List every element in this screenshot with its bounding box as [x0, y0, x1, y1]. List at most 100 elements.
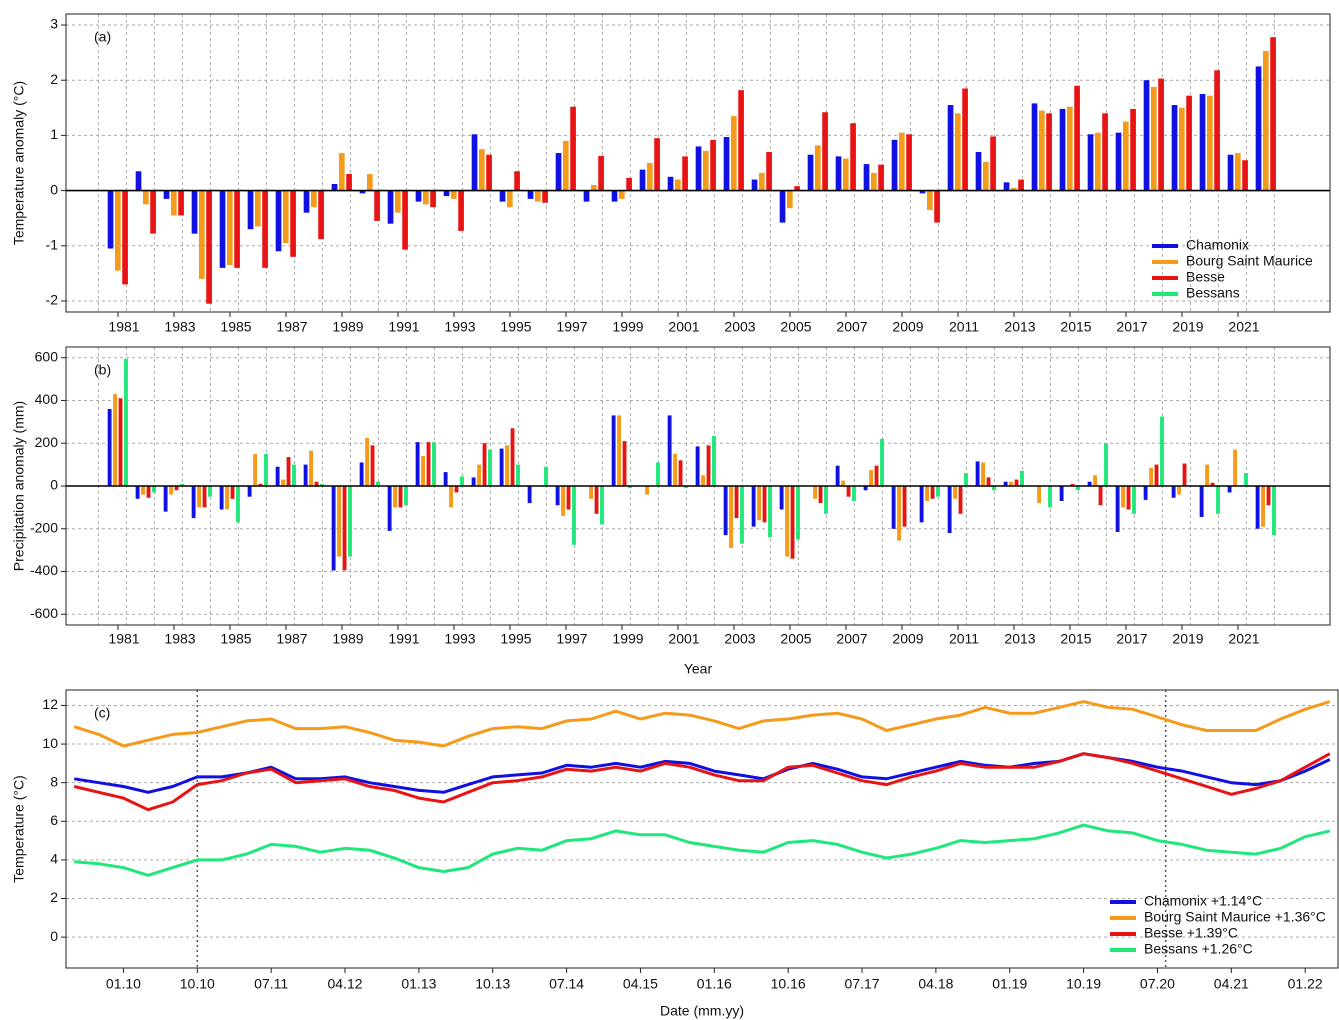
bar [402, 190, 408, 250]
bar [786, 190, 793, 209]
x-tick-label: 2007 [836, 631, 867, 647]
bar [208, 486, 212, 497]
bar [450, 190, 457, 199]
bar [163, 486, 168, 512]
legend-label: Besse +1.39°C [1144, 925, 1238, 941]
bar [618, 190, 625, 199]
x-tick-label: 2001 [668, 319, 699, 335]
bar [1031, 103, 1038, 191]
bar [768, 486, 772, 538]
bar [1210, 482, 1215, 486]
bar [443, 190, 450, 197]
bar [253, 453, 257, 486]
bar [954, 113, 961, 191]
x-tick-label: 2013 [1004, 631, 1035, 647]
bar [934, 190, 940, 223]
bar [303, 190, 310, 213]
bar [902, 486, 907, 527]
bar [107, 409, 112, 486]
x-axis-label: Year [684, 661, 713, 677]
bar [191, 190, 198, 234]
bar [583, 190, 590, 202]
bar [337, 486, 341, 557]
bar [443, 472, 448, 486]
bar [514, 171, 520, 191]
bar [702, 150, 709, 191]
x-tick-label: 2011 [949, 631, 979, 647]
bar [198, 190, 205, 279]
bar [891, 486, 896, 529]
bar [376, 481, 380, 486]
bar [566, 486, 571, 510]
legend-label: Besse [1186, 269, 1225, 285]
bar [394, 190, 401, 213]
x-tick-label: 1981 [108, 631, 139, 647]
y-tick-label: -200 [30, 519, 58, 535]
bar [1150, 86, 1157, 191]
bar [824, 486, 828, 514]
bar [842, 158, 849, 191]
bar [398, 486, 403, 508]
bar [342, 486, 347, 571]
legend-label: Bourg Saint Maurice +1.36°C [1144, 909, 1326, 925]
bar [178, 190, 184, 216]
bar [673, 453, 677, 486]
bar [1087, 481, 1092, 486]
x-tick-label: 10.13 [475, 976, 510, 992]
bar [751, 486, 756, 527]
bar [286, 457, 291, 486]
x-tick-label: 1999 [612, 631, 643, 647]
x-tick-label: 01.13 [401, 976, 436, 992]
x-tick-label: 1995 [500, 631, 531, 647]
bar [206, 190, 212, 304]
y-tick-label: 200 [35, 434, 59, 450]
bar [454, 486, 459, 493]
y-tick-label: 400 [35, 391, 59, 407]
bar [348, 486, 352, 557]
x-tick-label: 2021 [1228, 319, 1259, 335]
bar [1122, 121, 1129, 191]
bar [1130, 108, 1136, 191]
bar [964, 473, 968, 486]
bar [174, 486, 179, 491]
bar [1087, 134, 1094, 191]
x-tick-label: 2009 [892, 631, 923, 647]
legend-label: Bessans [1186, 285, 1240, 301]
legend-label: Bessans +1.26°C [1144, 941, 1253, 957]
bar [1010, 187, 1017, 191]
bar [258, 483, 263, 486]
bar [562, 140, 569, 191]
bar [701, 475, 705, 486]
bar [906, 134, 912, 191]
bar [646, 163, 653, 191]
bar [1003, 182, 1010, 191]
bar [684, 486, 688, 489]
bar [254, 190, 261, 227]
bar [975, 151, 982, 191]
bar [656, 462, 660, 486]
y-tick-label: 10 [42, 735, 58, 751]
x-tick-label: 2005 [780, 319, 811, 335]
x-tick-label: 1987 [276, 319, 307, 335]
x-tick-label: 2013 [1004, 319, 1035, 335]
bar [835, 465, 840, 486]
bar [510, 428, 515, 486]
bar [926, 190, 933, 210]
bar [152, 486, 156, 493]
bar [281, 479, 285, 486]
bar [1171, 486, 1176, 498]
line-series [74, 823, 1331, 877]
bar [359, 462, 364, 486]
bar [1074, 85, 1080, 191]
bar [813, 486, 817, 499]
bar [706, 445, 711, 486]
bar [478, 149, 485, 191]
bar [426, 442, 431, 486]
bar [570, 106, 576, 191]
bar [1154, 464, 1159, 486]
bar [142, 190, 149, 205]
bar [953, 486, 957, 499]
bar [542, 190, 548, 203]
x-tick-label: 2017 [1116, 319, 1147, 335]
bar [516, 464, 520, 486]
